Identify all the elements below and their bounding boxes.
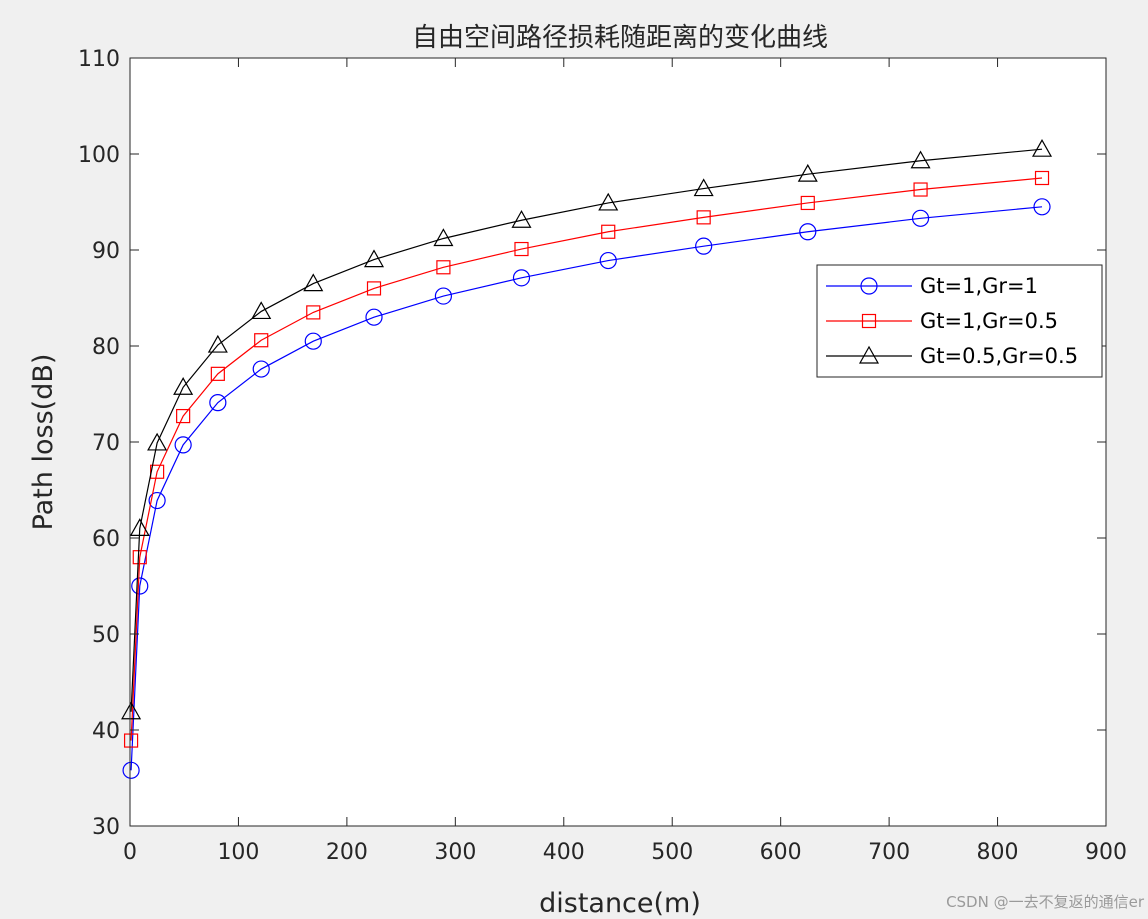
- legend-label: Gt=0.5,Gr=0.5: [920, 344, 1078, 368]
- legend-marker: [858, 345, 880, 364]
- data-point: [252, 360, 270, 378]
- data-point: [436, 260, 451, 275]
- plot-area: [130, 58, 1106, 826]
- data-point: [1034, 170, 1050, 186]
- y-tick-label: 60: [92, 527, 120, 552]
- x-axis: 0 100 200 300 400 500 600 700 800 900: [123, 58, 1127, 865]
- x-tick-label: 500: [651, 840, 693, 865]
- data-point: [123, 733, 139, 748]
- data-point: [1033, 198, 1051, 216]
- data-point: [251, 301, 272, 320]
- y-axis: 30 40 50 60 70 80 90 100 110: [78, 47, 1106, 840]
- data-point: [695, 237, 713, 255]
- legend: Gt=1,Gr=1 Gt=1,Gr=0.5 Gt=0.5,Gr=0.5: [816, 264, 1103, 378]
- y-tick-label: 90: [92, 239, 120, 264]
- data-point: [1031, 138, 1053, 157]
- series-line: [130, 177, 1043, 741]
- data-point: [366, 281, 382, 296]
- y-tick-label: 110: [78, 47, 120, 72]
- data-point: [207, 334, 228, 353]
- data-point: [209, 394, 227, 412]
- data-point: [303, 273, 324, 292]
- data-point: [129, 518, 150, 537]
- series-layer: [121, 138, 1053, 779]
- y-tick-label: 100: [78, 143, 120, 168]
- data-point: [148, 491, 166, 510]
- data-point: [122, 761, 140, 779]
- y-tick-label: 70: [92, 431, 120, 456]
- data-point: [511, 210, 532, 228]
- data-point: [304, 332, 322, 350]
- x-tick-label: 700: [868, 840, 910, 865]
- y-tick-label: 30: [92, 815, 120, 840]
- data-point: [799, 223, 817, 241]
- x-tick-label: 600: [760, 840, 802, 865]
- x-axis-label: distance(m): [539, 888, 701, 919]
- data-point: [434, 287, 453, 305]
- x-tick-label: 0: [123, 840, 137, 865]
- data-point: [693, 178, 714, 197]
- data-point: [433, 228, 454, 247]
- legend-marker: [860, 277, 878, 295]
- watermark: CSDN @一去不复返的通信er: [946, 893, 1145, 911]
- legend-item-3: Gt=0.5,Gr=0.5: [826, 344, 1078, 368]
- data-point: [131, 577, 149, 595]
- data-point: [174, 436, 192, 454]
- data-point: [365, 308, 383, 326]
- legend-item-2: Gt=1,Gr=0.5: [826, 309, 1058, 333]
- data-point: [147, 432, 168, 451]
- y-tick-label: 50: [92, 623, 120, 648]
- x-tick-label: 900: [1085, 840, 1127, 865]
- legend-label: Gt=1,Gr=1: [920, 274, 1038, 298]
- x-tick-label: 200: [326, 840, 368, 865]
- x-tick-label: 100: [217, 840, 259, 865]
- data-point: [210, 366, 225, 381]
- data-point: [254, 333, 269, 348]
- legend-label: Gt=1,Gr=0.5: [920, 309, 1058, 333]
- data-point: [306, 305, 321, 320]
- data-point: [132, 550, 147, 565]
- series-3: [121, 138, 1053, 720]
- data-point: [514, 241, 529, 257]
- data-point: [911, 209, 930, 227]
- x-tick-label: 300: [434, 840, 476, 865]
- data-point: [363, 249, 385, 268]
- data-point: [800, 195, 815, 211]
- legend-item-1: Gt=1,Gr=1: [826, 274, 1038, 298]
- data-point: [598, 192, 619, 211]
- series-line: [130, 206, 1043, 771]
- data-point: [910, 150, 931, 169]
- series-1: [122, 198, 1051, 779]
- data-point: [797, 163, 818, 182]
- data-point: [150, 464, 165, 479]
- data-point: [121, 701, 142, 720]
- data-point: [696, 210, 711, 225]
- y-tick-label: 80: [92, 335, 120, 360]
- series-2: [123, 170, 1050, 748]
- legend-marker: [861, 313, 877, 329]
- x-tick-label: 800: [977, 840, 1019, 865]
- data-point: [601, 224, 616, 239]
- y-axis-label: Path loss(dB): [28, 354, 59, 531]
- chart-title: 自由空间路径损耗随距离的变化曲线: [412, 23, 828, 53]
- data-point: [913, 182, 928, 197]
- data-point: [173, 377, 194, 395]
- y-tick-label: 40: [92, 719, 120, 744]
- series-line: [130, 148, 1043, 712]
- data-point: [512, 269, 531, 287]
- data-point: [176, 408, 191, 424]
- x-tick-label: 400: [543, 840, 585, 865]
- data-point: [599, 251, 617, 270]
